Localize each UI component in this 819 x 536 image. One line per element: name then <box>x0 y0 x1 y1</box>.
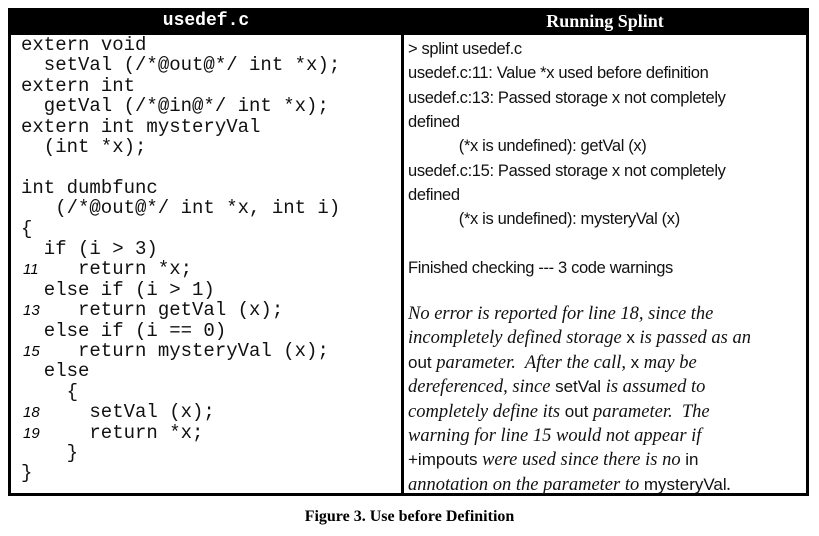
code-line: else if (i > 1) <box>43 278 215 301</box>
note-text: dereferenced, since <box>408 377 556 398</box>
note-line: No error is reported for line 18, since … <box>408 303 713 325</box>
output-line: usedef.c:11: Value *x used before defini… <box>408 64 709 83</box>
code-line: else if (i == 0) <box>43 319 227 342</box>
code-line: { <box>66 380 78 403</box>
note-text: were used since there is no <box>477 450 686 471</box>
output-line: defined <box>408 185 460 204</box>
panel-divider <box>401 11 404 493</box>
code-line: { <box>21 217 33 240</box>
code-line: (/*@out@*/ int *x, int i) <box>55 197 341 220</box>
code-line: int dumbfunc <box>21 176 158 199</box>
note-line: dereferenced, since setVal is assumed to <box>408 376 705 398</box>
note-text: incompletely defined storage <box>408 328 627 349</box>
note-text: completely define its <box>408 401 565 422</box>
code-panel-title: usedef.c <box>11 11 401 35</box>
line-number: 13 <box>23 302 40 320</box>
code-line: if (i > 3) <box>43 238 158 260</box>
code-term: x <box>630 352 640 372</box>
note-line: annotation on the parameter to mysteryVa… <box>408 474 731 496</box>
line-number: 11 <box>23 261 39 279</box>
output-line: Finished checking --- 3 code warnings <box>408 258 673 277</box>
note-line: out parameter. After the call, x may be <box>408 352 697 374</box>
code-line: } <box>66 442 78 464</box>
code-line: setVal (x); <box>89 401 215 424</box>
code-line: return mysteryVal (x); <box>78 340 329 362</box>
code-term: setVal <box>555 377 602 397</box>
code-term: out <box>564 401 589 421</box>
line-number: 19 <box>23 424 40 442</box>
note-text: . <box>726 474 732 495</box>
code-line: getVal (/*@in@*/ int *x); <box>43 95 329 118</box>
note-text: No error is reported for line 18, since … <box>408 304 714 324</box>
output-line: usedef.c:15: Passed storage x not comple… <box>408 161 726 180</box>
code-line: return *x; <box>89 421 204 444</box>
note-text: is passed as an <box>634 328 751 349</box>
line-number: 15 <box>23 343 40 360</box>
note-line: incompletely defined storage x is passed… <box>408 327 751 349</box>
code-term: x <box>626 328 635 348</box>
note-line: warning for line 15 would not appear if <box>408 425 701 447</box>
code-line: setVal (/*@out@*/ int *x); <box>43 54 341 77</box>
note-text: may be <box>639 352 697 373</box>
note-text: annotation on the parameter to <box>408 474 644 495</box>
note-text: is assumed to <box>601 377 706 398</box>
output-line: (*x is undefined): mysteryVal (x) <box>408 210 680 229</box>
output-line: > splint usedef.c <box>408 40 522 58</box>
code-term: out <box>408 352 432 372</box>
code-line: return *x; <box>78 258 193 281</box>
line-number: 18 <box>23 404 40 422</box>
figure-caption: Figure 3. Use before Definition <box>304 508 515 525</box>
code-line: extern void <box>21 34 147 56</box>
code-line: } <box>21 462 33 485</box>
code-line: return getVal (x); <box>78 299 284 322</box>
note-line: +impouts were used since there is no in <box>408 449 698 471</box>
figure: usedef.c Running Splint extern void setVa… <box>8 8 809 496</box>
code-term: in <box>685 450 699 470</box>
code-line: else <box>43 360 90 383</box>
output-line: (*x is undefined): getVal (x) <box>408 137 647 156</box>
output-panel-title: Running Splint <box>404 11 806 35</box>
note-text: parameter. After the call, <box>431 352 631 373</box>
code-line: (int *x); <box>43 136 147 158</box>
note-line: completely define its out parameter. The <box>408 401 710 423</box>
code-term: +impouts <box>408 450 478 470</box>
note-text: parameter. The <box>588 401 710 422</box>
output-line: usedef.c:13: Passed storage x not comple… <box>408 88 726 107</box>
code-line: extern int <box>21 74 136 97</box>
code-line: extern int mysteryVal <box>21 115 261 138</box>
note-text: warning for line 15 would not appear if <box>408 426 702 446</box>
output-line: defined <box>408 112 460 131</box>
code-term: mysteryVal <box>643 474 727 494</box>
